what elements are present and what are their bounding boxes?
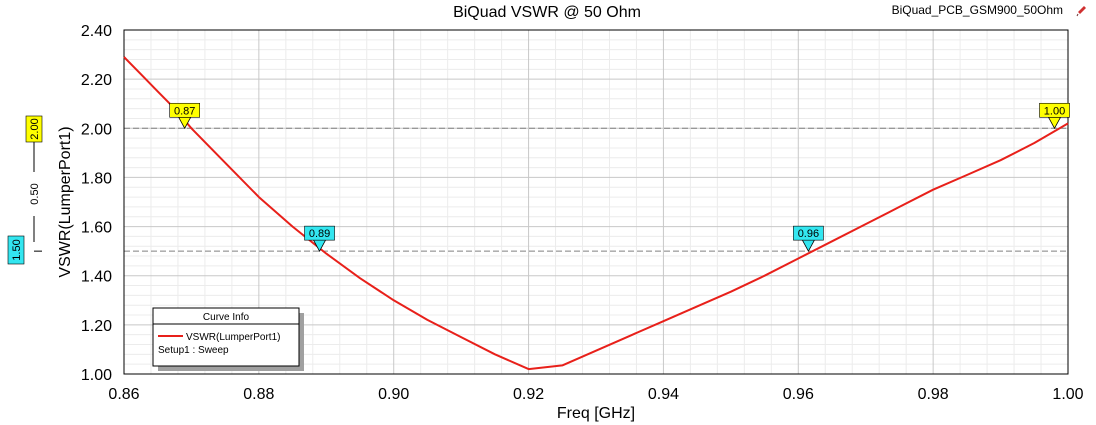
legend-header: Curve Info	[203, 312, 250, 323]
delta-value-label: 0.50	[29, 183, 41, 204]
plot-frame	[123, 29, 1069, 375]
y-tick-label: 1.40	[81, 269, 112, 286]
pin-icon[interactable]	[1076, 6, 1086, 17]
y-tick-label: 1.00	[81, 367, 112, 384]
legend-entry: VSWR(LumperPort1)	[186, 332, 280, 343]
marker-box	[169, 102, 200, 118]
delta-bottom-box	[7, 235, 25, 265]
marker-label: 0.89	[309, 228, 330, 240]
y-tick-labels: 1.00 1.20 1.40 1.60 1.80 2.00 2.20 2.40	[81, 23, 112, 384]
design-name: BiQuad_PCB_GSM900_50Ohm	[892, 3, 1063, 17]
marker-label: 1.00	[1044, 105, 1065, 117]
delta-bottom-label: 1.50	[11, 239, 23, 260]
delta-top-label: 2.00	[29, 118, 41, 139]
x-tick-label: 0.86	[108, 386, 139, 403]
x-tick-label: 0.96	[783, 386, 814, 403]
marker-box	[1039, 102, 1070, 118]
delta-top-box	[25, 115, 43, 143]
chart-title: BiQuad VSWR @ 50 Ohm	[453, 4, 641, 21]
x-tick-label: 1.00	[1052, 386, 1083, 403]
marker-pointer	[801, 239, 816, 252]
x-tick-label: 0.90	[378, 386, 409, 403]
x-axis-label: Freq [GHz]	[557, 405, 635, 422]
legend[interactable]: Curve Info VSWR(LumperPort1) Setup1 : Sw…	[152, 307, 304, 371]
marker-0.96[interactable]: 0.96	[793, 225, 824, 252]
series-line	[123, 56, 1069, 371]
marker-box	[304, 225, 335, 241]
marker-0.87[interactable]: 0.87	[169, 102, 200, 130]
delta-bar: 2.00 0.50 1.50	[7, 115, 43, 265]
y-tick-label: 2.00	[81, 121, 112, 138]
x-tick-label: 0.98	[918, 386, 949, 403]
y-tick-label: 1.80	[81, 170, 112, 187]
y-tick-label: 2.20	[81, 72, 112, 89]
marker-label: 0.96	[798, 228, 819, 240]
marker-box	[793, 225, 824, 241]
y-tick-label: 1.20	[81, 318, 112, 335]
marker-1.00[interactable]: 1.00	[1039, 102, 1070, 130]
y-tick-label: 2.40	[81, 23, 112, 40]
x-tick-label: 0.94	[648, 386, 679, 403]
x-tick-label: 0.88	[243, 386, 274, 403]
x-tick-labels: 0.86 0.88 0.90 0.92 0.94 0.96 0.98 1.00	[108, 386, 1083, 403]
legend-sub: Setup1 : Sweep	[158, 345, 229, 356]
vswr-series	[123, 56, 1069, 371]
y-axis-label: VSWR(LumperPort1)	[57, 126, 74, 277]
x-tick-label: 0.92	[513, 386, 544, 403]
y-tick-label: 1.60	[81, 220, 112, 237]
marker-0.89[interactable]: 0.89	[304, 225, 335, 252]
markers[interactable]: 0.87 0.89 0.96 1.00	[169, 102, 1070, 252]
marker-label: 0.87	[174, 105, 195, 117]
plot-grid	[123, 29, 1069, 375]
reference-lines	[34, 127, 1068, 252]
marker-pointer	[1047, 116, 1062, 130]
